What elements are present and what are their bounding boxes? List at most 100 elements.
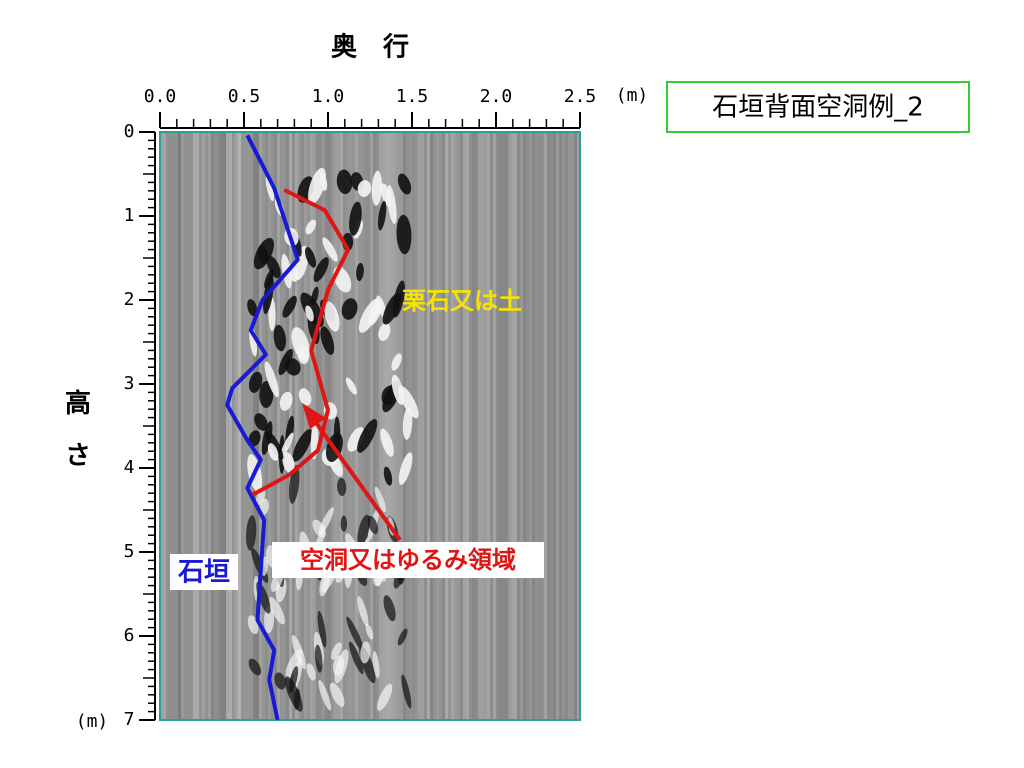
radar-reflection <box>349 201 362 236</box>
radar-stripe <box>349 132 352 720</box>
radar-stripe <box>424 132 427 720</box>
x-unit: (m) <box>616 85 649 106</box>
radar-reflection <box>345 377 357 395</box>
radar-reflection <box>248 430 261 447</box>
radar-reflection <box>298 388 312 406</box>
radar-reflection <box>266 255 281 279</box>
radar-stripe <box>484 132 487 720</box>
radar-stripe <box>277 132 280 720</box>
radar-reflection <box>318 506 334 536</box>
radar-stripe <box>526 132 529 720</box>
radar-reflection <box>291 327 310 361</box>
radar-reflection <box>380 428 394 457</box>
radar-stripe <box>547 132 550 720</box>
radar-stripe <box>193 132 196 720</box>
radar-stripe <box>331 132 334 720</box>
radar-reflection <box>396 214 412 255</box>
radar-stripe <box>382 132 385 720</box>
radar-reflection <box>391 353 402 371</box>
arrow <box>312 418 402 542</box>
radar-stripe <box>436 132 439 720</box>
radar-reflection <box>372 651 380 679</box>
data-line <box>225 134 300 721</box>
radar-stripe <box>307 132 310 720</box>
radar-stripe <box>487 132 490 720</box>
radar-reflection <box>322 237 338 262</box>
radar-reflection <box>282 452 295 474</box>
radar-stripe <box>295 132 298 720</box>
radar-stripe <box>247 132 250 720</box>
radar-stripe <box>463 132 466 720</box>
radar-stripe <box>241 132 244 720</box>
radar-reflection <box>377 683 393 711</box>
y-tick-label: 5 <box>124 541 135 562</box>
radar-stripe <box>460 132 463 720</box>
y-axis: 0 1 2 3 4 5 6 7 <box>124 121 156 730</box>
x-axis-title: 奥 行 <box>331 32 409 63</box>
radar-stripe <box>481 132 484 720</box>
radar-stripe <box>556 132 559 720</box>
radar-reflection <box>247 299 258 317</box>
radar-stripe <box>250 132 253 720</box>
radar-stripe <box>457 132 460 720</box>
radar-reflection <box>280 432 294 458</box>
radar-reflection <box>397 628 408 646</box>
radar-reflection <box>269 597 285 625</box>
radar-stripe <box>214 132 217 720</box>
radar-reflection <box>357 514 370 547</box>
chart-title: 石垣背面空洞例_2 <box>712 93 924 123</box>
radar-stripe <box>397 132 400 720</box>
radar-stripe <box>208 132 211 720</box>
radar-stripe <box>541 132 544 720</box>
radar-stripe <box>274 132 277 720</box>
radar-stripe <box>445 132 448 720</box>
radar-stripe <box>229 132 232 720</box>
radar-stripe <box>226 132 229 720</box>
radar-stripe <box>358 132 361 720</box>
data-line <box>251 188 351 497</box>
radar-reflection <box>315 644 323 673</box>
radar-reflection <box>401 674 412 709</box>
radar-stripe <box>565 132 568 720</box>
radar-stripe <box>235 132 238 720</box>
annotation: 栗石又は土 <box>402 287 522 315</box>
radar-reflection <box>265 430 284 460</box>
x-tick-label: 1.5 <box>396 86 429 107</box>
radar-stripe <box>478 132 481 720</box>
radar-stripe <box>376 132 379 720</box>
radar-stripe <box>340 132 343 720</box>
radar-image <box>159 131 581 721</box>
radar-stripe <box>346 132 349 720</box>
radar-reflection <box>331 642 342 660</box>
radar-stripe <box>577 132 580 720</box>
annotation: 空洞又はゆるみ領域 <box>300 546 516 574</box>
radar-stripe <box>223 132 226 720</box>
radar-stripe <box>220 132 223 720</box>
radar-reflection <box>381 385 397 406</box>
radar-reflection <box>358 298 381 333</box>
radar-stripe <box>505 132 508 720</box>
radar-stripe <box>511 132 514 720</box>
radar-reflection <box>365 623 374 640</box>
radar-stripe <box>421 132 424 720</box>
radar-stripe <box>385 132 388 720</box>
radar-stripe <box>490 132 493 720</box>
radar-reflection <box>337 477 347 497</box>
radar-stripe <box>388 132 391 720</box>
radar-reflection <box>264 361 279 398</box>
radar-reflection <box>398 452 413 485</box>
radar-reflection <box>279 391 293 411</box>
radar-stripe <box>472 132 475 720</box>
radar-stripe <box>160 132 163 720</box>
radar-stripe <box>172 132 175 720</box>
radar-stripe <box>448 132 451 720</box>
radar-stripe <box>418 132 421 720</box>
radar-stripe <box>325 132 328 720</box>
radar-reflection <box>245 515 257 551</box>
radar-reflection <box>377 200 387 231</box>
radar-stripe <box>508 132 511 720</box>
radar-reflection <box>267 443 279 461</box>
radar-reflection <box>382 292 402 325</box>
